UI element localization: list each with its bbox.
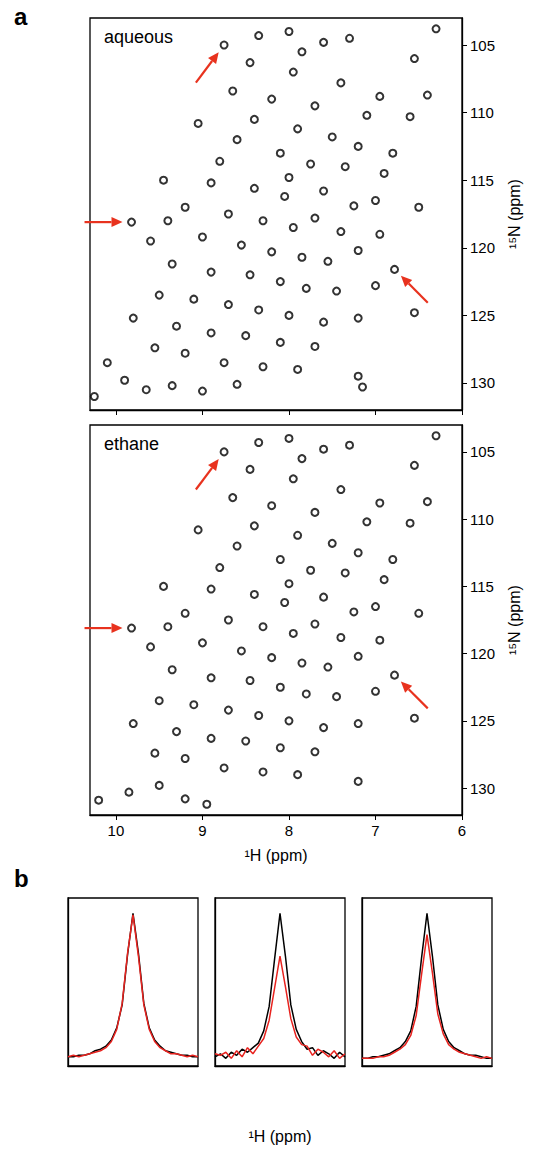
svg-text:10: 10 — [108, 822, 125, 839]
svg-text:¹⁵N (ppm): ¹⁵N (ppm) — [506, 179, 523, 249]
svg-text:115: 115 — [470, 172, 494, 189]
svg-text:ethane: ethane — [104, 434, 159, 454]
svg-text:110: 110 — [470, 104, 494, 121]
svg-text:120: 120 — [470, 645, 495, 662]
svg-text:130: 130 — [470, 374, 495, 391]
svg-text:130: 130 — [470, 780, 495, 797]
svg-text:7: 7 — [371, 822, 379, 839]
svg-text:aqueous: aqueous — [104, 27, 173, 47]
svg-text:¹H (ppm): ¹H (ppm) — [244, 847, 307, 864]
svg-text:105: 105 — [470, 37, 495, 54]
svg-text:125: 125 — [470, 712, 495, 729]
svg-text:b: b — [14, 865, 29, 892]
svg-text:¹⁵N (ppm): ¹⁵N (ppm) — [506, 585, 523, 655]
svg-text:8: 8 — [285, 822, 293, 839]
svg-text:¹H (ppm): ¹H (ppm) — [248, 1128, 311, 1145]
svg-text:120: 120 — [470, 239, 495, 256]
svg-text:9: 9 — [198, 822, 206, 839]
svg-text:6: 6 — [458, 822, 466, 839]
svg-text:110: 110 — [470, 511, 494, 528]
svg-text:105: 105 — [470, 443, 495, 460]
svg-text:125: 125 — [470, 307, 495, 324]
svg-text:115: 115 — [470, 578, 494, 595]
svg-text:a: a — [14, 3, 28, 30]
